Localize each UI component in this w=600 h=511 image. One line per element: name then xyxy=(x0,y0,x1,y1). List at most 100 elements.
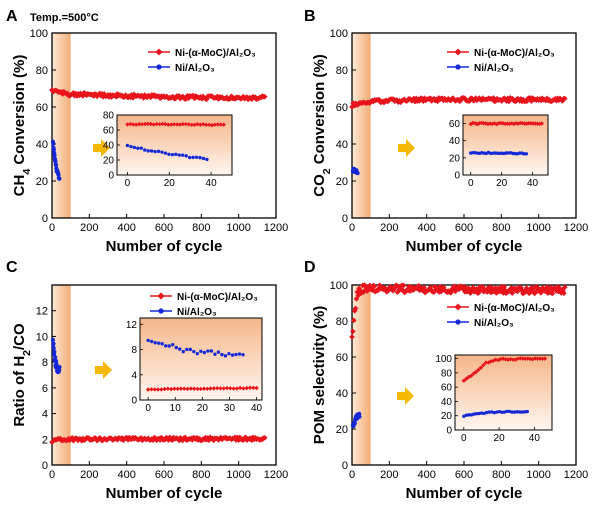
inset-data-point xyxy=(524,152,529,156)
inset-y-tick-label: 0 xyxy=(108,171,114,182)
inset-data-point xyxy=(211,386,217,391)
inset-x-tick-label: 0 xyxy=(468,178,474,189)
inset-data-point xyxy=(189,122,194,127)
inset-data-point xyxy=(129,144,133,149)
inset-data-point xyxy=(481,121,486,126)
inset-series-red xyxy=(125,121,226,128)
series-blue xyxy=(50,139,62,181)
panel-letter: B xyxy=(304,8,316,25)
x-tick-label: 200 xyxy=(380,222,398,234)
data-point xyxy=(462,95,468,102)
inset-series-red xyxy=(145,385,259,392)
y-tick-label: 40 xyxy=(336,388,348,400)
data-point xyxy=(400,282,407,289)
y-tick-label: 80 xyxy=(336,65,348,77)
inset-data-point xyxy=(477,411,481,416)
inset-data-point xyxy=(166,122,171,127)
inset-data-point xyxy=(198,386,203,392)
inset-x-tick-label: 0 xyxy=(145,403,151,414)
y-tick-label: 6 xyxy=(42,383,48,395)
data-point xyxy=(353,296,360,302)
x-tick-label: 200 xyxy=(80,469,98,481)
inset-data-point xyxy=(510,357,516,362)
inset-data-point xyxy=(234,386,240,391)
inset-data-point xyxy=(153,340,157,345)
shaded-region xyxy=(52,285,71,465)
data-point xyxy=(561,290,567,297)
legend-label: Ni/Al₂O₃ xyxy=(474,318,514,329)
inset-data-point xyxy=(510,410,514,414)
data-point xyxy=(127,94,134,101)
series-red xyxy=(349,94,568,110)
inset-data-point xyxy=(520,120,525,126)
data-point xyxy=(244,94,250,100)
data-point xyxy=(521,289,528,296)
inset-data-point xyxy=(509,121,514,126)
x-axis-label: Number of cycle xyxy=(406,485,523,502)
data-point xyxy=(434,98,441,105)
x-tick-label: 0 xyxy=(349,469,355,481)
inset-data-point xyxy=(182,386,187,391)
inset-data-point xyxy=(528,121,534,126)
y-tick-label: 8 xyxy=(42,357,48,369)
inset-data-point xyxy=(206,349,210,353)
series-red xyxy=(49,87,268,103)
legend: Ni-(α-MoC)/Al₂O₃ Ni/Al₂O₃ xyxy=(447,303,555,329)
y-tick-label: 20 xyxy=(336,424,348,436)
x-tick-label: 400 xyxy=(417,222,435,234)
panel-letter: C xyxy=(6,259,18,276)
inset-data-point xyxy=(177,153,181,157)
inset-data-point xyxy=(136,122,142,127)
legend-marker xyxy=(157,292,165,300)
inset-x-tick-label: 10 xyxy=(170,403,182,414)
x-tick-label: 1200 xyxy=(564,222,588,234)
x-tick-label: 200 xyxy=(80,222,98,234)
inset-data-point xyxy=(160,121,165,127)
y-axis-label: Ratio of H2/CO xyxy=(11,323,33,427)
inset-x-tick-label: 30 xyxy=(224,403,236,414)
inset-data-point xyxy=(164,344,168,348)
inset-data-point xyxy=(171,122,177,127)
x-tick-label: 600 xyxy=(155,222,173,234)
y-tick-label: 0 xyxy=(342,213,348,225)
inset-data-point xyxy=(244,385,249,391)
inset-data-point xyxy=(473,369,479,375)
data-point xyxy=(421,284,427,291)
inset-data-point xyxy=(221,122,226,127)
inset-data-point xyxy=(191,155,195,160)
data-point xyxy=(179,93,186,100)
inset-data-point xyxy=(474,412,479,416)
inset-data-point xyxy=(198,122,203,127)
inset-y-tick-label: 0 xyxy=(131,396,137,407)
inset-data-point xyxy=(209,349,214,353)
inset-data-point xyxy=(198,155,202,160)
inset-series-blue xyxy=(146,338,245,358)
shaded-region xyxy=(52,33,71,218)
x-tick-label: 400 xyxy=(117,222,135,234)
inset-data-point xyxy=(131,122,136,127)
data-point xyxy=(360,289,367,295)
inset-data-point xyxy=(160,342,164,346)
x-tick-label: 1000 xyxy=(226,222,250,234)
data-point xyxy=(252,94,259,100)
arrow-icon xyxy=(93,139,110,157)
inset-data-point xyxy=(172,386,177,391)
inset-y-tick-label: 60 xyxy=(441,383,453,394)
y-tick-label: 100 xyxy=(330,280,348,292)
data-point xyxy=(355,171,360,176)
inset-data-point xyxy=(470,120,476,126)
data-point xyxy=(57,176,62,181)
data-point xyxy=(385,287,392,294)
inset-data-point xyxy=(203,122,209,127)
x-axis-label: Number of cycle xyxy=(106,238,223,255)
y-tick-label: 12 xyxy=(36,306,48,318)
x-tick-label: 800 xyxy=(492,469,510,481)
inset-data-point xyxy=(186,122,191,127)
data-point xyxy=(52,153,57,158)
inset-x-tick-label: 40 xyxy=(206,178,218,189)
legend-label: Ni/Al₂O₃ xyxy=(175,63,215,74)
inset-data-point xyxy=(228,386,233,391)
inset-data-point xyxy=(157,121,162,127)
data-point xyxy=(498,283,505,290)
y-tick-label: 100 xyxy=(30,28,48,40)
